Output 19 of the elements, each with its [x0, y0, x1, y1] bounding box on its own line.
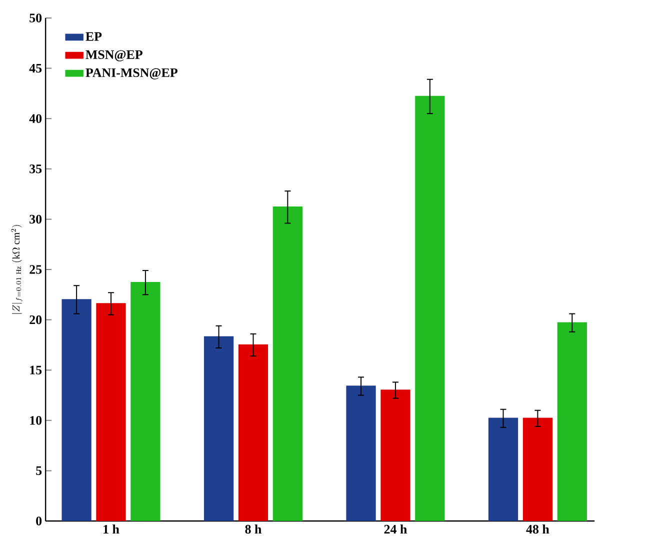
y-tick-label: 25 [30, 265, 42, 274]
legend-label: MSN@EP [86, 50, 142, 62]
y-tick-label: 35 [30, 164, 42, 174]
y-tick-label: 20 [30, 315, 42, 324]
x-tick-label: 8 h [245, 524, 262, 534]
y-tick-label: 45 [29, 64, 42, 73]
y-tick-label: 10 [30, 416, 42, 425]
y-axis-title: $|Z|_{f=0.01\ \mathrm{Hz}}\ (\mathrm{k}\Omega\ \mathrm{cm}^{2})$ [11, 225, 22, 314]
y-tick-label: 30 [30, 214, 42, 224]
y-tick-label: 5 [36, 466, 42, 475]
y-tick-label: 40 [29, 114, 42, 123]
y-tick-label: 15 [30, 366, 42, 374]
y-tick-label: 0 [36, 516, 42, 526]
y-tick-label: 50 [30, 14, 42, 22]
x-tick-label: 48 h [526, 524, 550, 534]
x-tick-label: 24 h [384, 524, 407, 534]
legend-label: PANI-MSN@EP [86, 68, 178, 80]
legend-label: EP [86, 32, 102, 41]
x-tick-label: 1 h [104, 524, 120, 534]
